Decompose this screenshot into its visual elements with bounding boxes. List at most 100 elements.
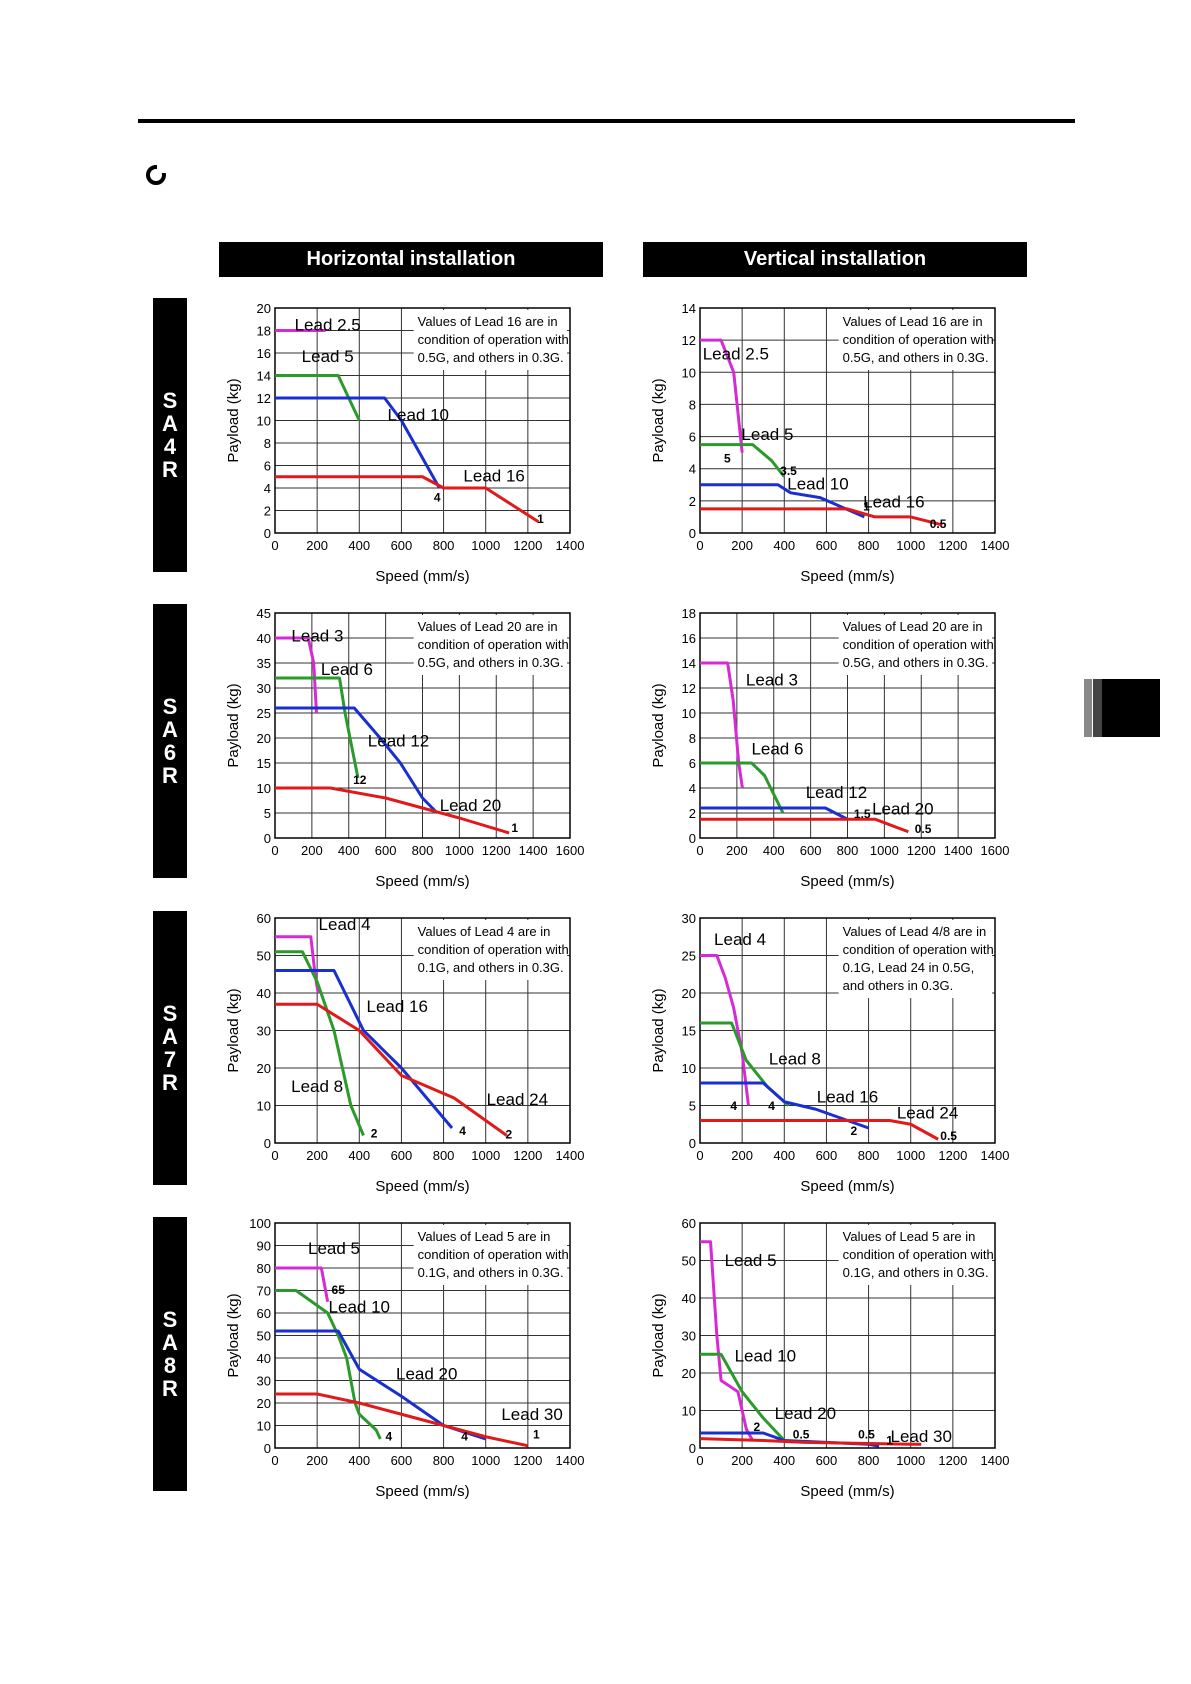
x-tick-label: 1400 <box>944 843 973 858</box>
y-tick-label: 16 <box>257 346 271 361</box>
x-tick-label: 800 <box>858 1453 880 1468</box>
y-tick-label: 25 <box>257 706 271 721</box>
y-tick-label: 18 <box>257 324 271 339</box>
y-axis-label: Payload (kg) <box>650 988 667 1072</box>
lead-label: Lead 6 <box>321 660 373 679</box>
x-axis-label: Speed (mm/s) <box>375 1483 469 1500</box>
end-value-label: 0.5 <box>940 1129 957 1143</box>
lead-label: Lead 24 <box>897 1103 958 1122</box>
operation-note: Values of Lead 4 are in condition of oper… <box>413 920 569 980</box>
series-line-lead-16 <box>700 507 943 527</box>
y-tick-label: 70 <box>257 1284 271 1299</box>
lead-label: Lead 2.5 <box>703 344 769 363</box>
y-tick-label: 8 <box>689 397 696 412</box>
y-tick-label: 8 <box>264 436 271 451</box>
y-tick-label: 50 <box>257 1329 271 1344</box>
note-line: and others in 0.3G. <box>843 978 954 993</box>
series-line-lead-6 <box>275 676 360 779</box>
note-background <box>413 310 568 370</box>
end-value-label: 4 <box>730 1099 737 1113</box>
y-tick-label: 0 <box>689 831 696 846</box>
x-tick-label: 200 <box>306 1453 328 1468</box>
series-line-lead-4 <box>700 954 750 1106</box>
y-tick-label: 6 <box>264 459 271 474</box>
lead-label: Lead 30 <box>891 1427 952 1446</box>
model-tab-letter: R <box>162 763 178 788</box>
note-line: 0.5G, and others in 0.3G. <box>843 350 989 365</box>
note-line: 0.5G, and others in 0.3G. <box>843 655 989 670</box>
series-line-lead-30 <box>699 1437 922 1446</box>
y-tick-label: 0 <box>689 1136 696 1151</box>
y-tick-label: 30 <box>682 1329 696 1344</box>
end-value-label: 0.5 <box>793 1427 810 1441</box>
x-tick-label: 400 <box>773 1453 795 1468</box>
operation-note: Values of Lead 20 are in condition of ope… <box>838 615 994 675</box>
x-tick-label: 600 <box>391 1453 413 1468</box>
chart-sa8r-horizontal: Values of Lead 5 are in condition of oper… <box>225 1216 584 1500</box>
y-tick-label: 5 <box>264 806 271 821</box>
note-line: Values of Lead 5 are in <box>418 1229 551 1244</box>
y-tick-label: 15 <box>682 1024 696 1039</box>
end-value-label: 2 <box>754 1420 761 1434</box>
horizontal-installation-header: Horizontal installation <box>219 242 603 277</box>
x-tick-label: 600 <box>816 1453 838 1468</box>
note-line: Values of Lead 20 are in <box>843 619 983 634</box>
x-axis-label: Speed (mm/s) <box>800 1178 894 1195</box>
x-tick-label: 1200 <box>938 1148 967 1163</box>
end-value-label: 1 <box>863 500 870 514</box>
note-line: 0.1G, and others in 0.3G. <box>418 960 564 975</box>
lead-label: Lead 8 <box>769 1049 821 1068</box>
y-tick-label: 4 <box>264 481 271 496</box>
note-line: condition of operation with <box>843 1247 994 1262</box>
plot-frame <box>274 612 571 839</box>
x-tick-label: 1400 <box>556 538 585 553</box>
y-axis-label: Payload (kg) <box>650 683 667 767</box>
end-value-label: 4 <box>459 1124 466 1138</box>
model-tab-letter: A <box>162 1024 178 1049</box>
x-tick-label: 600 <box>375 843 397 858</box>
note-line: 0.1G, Lead 24 in 0.5G, <box>843 960 975 975</box>
x-tick-label: 400 <box>338 843 360 858</box>
series-line-lead-5 <box>700 1240 754 1442</box>
model-tab-letter: S <box>162 694 178 719</box>
x-tick-label: 1000 <box>896 1148 925 1163</box>
end-value-label: 4 <box>768 1099 775 1113</box>
y-tick-label: 8 <box>689 731 696 746</box>
end-value-label: 3.5 <box>780 464 797 478</box>
end-value-label: 65 <box>332 1283 346 1297</box>
y-tick-label: 20 <box>682 1366 696 1381</box>
series-line-lead-16 <box>275 969 454 1129</box>
y-tick-label: 40 <box>257 1351 271 1366</box>
x-tick-label: 200 <box>731 538 753 553</box>
note-line: Values of Lead 4 are in <box>418 924 551 939</box>
lead-label: Lead 5 <box>302 347 354 366</box>
x-tick-label: 1400 <box>519 843 548 858</box>
series-line-lead-3 <box>275 636 318 714</box>
x-tick-label: 0 <box>696 1453 703 1468</box>
x-tick-label: 1600 <box>981 843 1010 858</box>
y-axis-label: Payload (kg) <box>225 378 242 462</box>
x-tick-label: 1200 <box>938 1453 967 1468</box>
x-tick-label: 1200 <box>513 1148 542 1163</box>
chapter-side-tab <box>1084 679 1160 737</box>
end-value-label: 2 <box>371 1126 378 1140</box>
note-background <box>838 615 993 675</box>
series-line-lead-2-5 <box>700 338 744 453</box>
operation-note: Values of Lead 5 are in condition of oper… <box>838 1225 994 1285</box>
lead-label: Lead 20 <box>775 1404 836 1423</box>
y-tick-label: 0 <box>689 526 696 541</box>
chart-sa7r-horizontal: Values of Lead 4 are in condition of oper… <box>225 911 584 1195</box>
note-line: 0.1G, and others in 0.3G. <box>843 1265 989 1280</box>
note-line: Values of Lead 16 are in <box>418 314 558 329</box>
lead-label: Lead 16 <box>863 492 924 511</box>
y-tick-label: 0 <box>264 526 271 541</box>
x-tick-label: 600 <box>800 843 822 858</box>
series-line-lead-12 <box>700 806 849 821</box>
x-tick-label: 800 <box>433 1148 455 1163</box>
y-tick-label: 10 <box>257 414 271 429</box>
plot-frame <box>274 917 571 1144</box>
lead-label: Lead 12 <box>806 783 867 802</box>
end-value-label: 1 <box>511 821 518 835</box>
